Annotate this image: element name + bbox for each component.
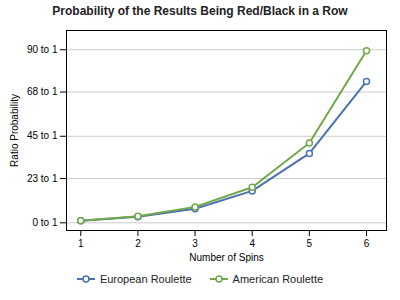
svg-text:2: 2 — [135, 238, 141, 249]
svg-text:3: 3 — [192, 238, 198, 249]
svg-text:45 to 1: 45 to 1 — [27, 130, 58, 141]
svg-text:4: 4 — [249, 238, 255, 249]
svg-text:68 to 1: 68 to 1 — [27, 86, 58, 97]
svg-text:23 to 1: 23 to 1 — [27, 173, 58, 184]
svg-text:0 to 1: 0 to 1 — [32, 217, 57, 228]
svg-text:90 to 1: 90 to 1 — [27, 44, 58, 55]
html-text:American Roulette: American Roulette — [232, 273, 324, 285]
html-text:Probability of the Results Bei: Probability of the Results Being Red/Bla… — [52, 4, 348, 18]
html-text:European Roulette: European Roulette — [99, 273, 192, 285]
svg-text:Number of Spins: Number of Spins — [189, 252, 263, 263]
svg-text:5: 5 — [307, 238, 313, 249]
svg-text:Ratio Probability: Ratio Probability — [9, 94, 20, 167]
svg-text:1: 1 — [78, 238, 84, 249]
svg-text:6: 6 — [364, 238, 370, 249]
